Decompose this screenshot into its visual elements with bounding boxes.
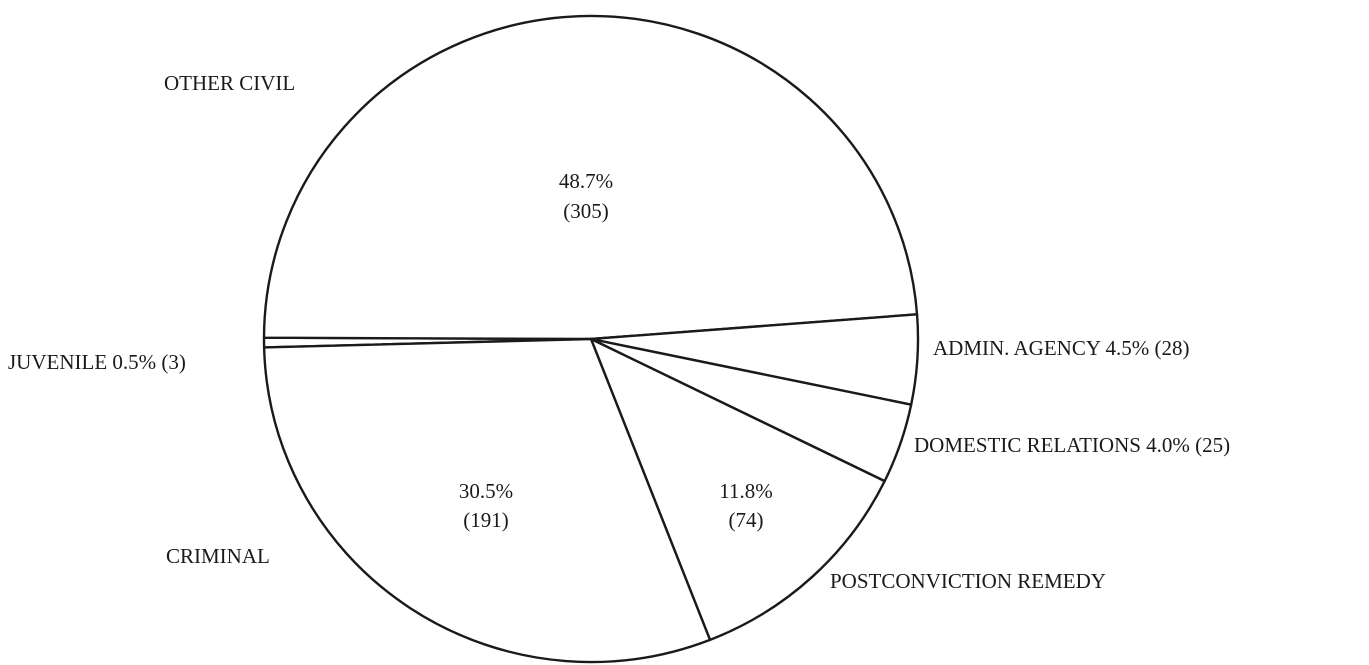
- slice-name-criminal: CRIMINAL: [166, 544, 270, 568]
- slice-name-postconviction-remedy: POSTCONVICTION REMEDY: [830, 569, 1106, 593]
- pie-slice-other-civil: [262, 14, 919, 341]
- pie-slice-postconviction-remedy: [589, 337, 886, 642]
- slice-name-other-civil: OTHER CIVIL: [164, 71, 295, 95]
- slice-percent-postconviction-remedy: 11.8%: [719, 479, 772, 503]
- slice-count-other-civil: (305): [563, 199, 609, 223]
- slice-label-admin-agency: ADMIN. AGENCY 4.5% (28): [933, 336, 1189, 360]
- slice-percent-criminal: 30.5%: [459, 479, 513, 503]
- slice-label-domestic-relations: DOMESTIC RELATIONS 4.0% (25): [914, 433, 1230, 457]
- slice-label-juvenile: JUVENILE 0.5% (3): [8, 350, 186, 374]
- slice-percent-other-civil: 48.7%: [559, 169, 613, 193]
- pie-slice-criminal: [262, 337, 712, 664]
- slice-count-postconviction-remedy: (74): [729, 508, 764, 532]
- pie-labels: OTHER CIVIL 48.7% (305) ADMIN. AGENCY 4.5% …: [8, 71, 1230, 593]
- pie-slices: [262, 14, 920, 664]
- slice-count-criminal: (191): [463, 508, 509, 532]
